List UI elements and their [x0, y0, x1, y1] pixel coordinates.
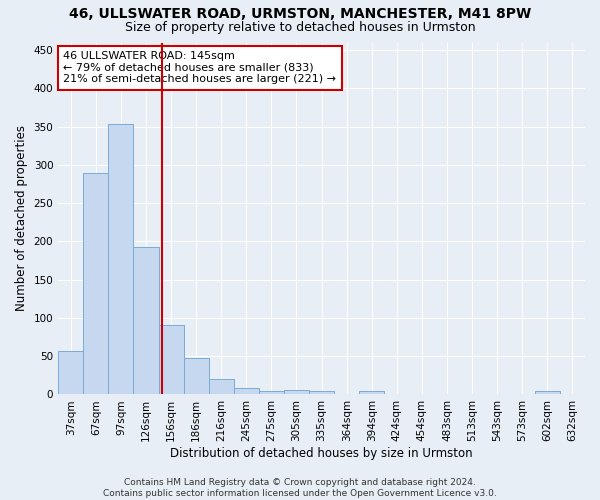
- Y-axis label: Number of detached properties: Number of detached properties: [15, 126, 28, 312]
- Bar: [184, 358, 209, 394]
- Bar: [83, 172, 109, 394]
- Bar: [158, 325, 184, 394]
- Bar: [234, 388, 259, 394]
- Bar: [58, 351, 83, 395]
- Bar: [309, 390, 334, 394]
- Bar: [109, 124, 133, 394]
- Text: 46 ULLSWATER ROAD: 145sqm
← 79% of detached houses are smaller (833)
21% of semi: 46 ULLSWATER ROAD: 145sqm ← 79% of detac…: [64, 52, 337, 84]
- Bar: [284, 390, 309, 394]
- Text: 46, ULLSWATER ROAD, URMSTON, MANCHESTER, M41 8PW: 46, ULLSWATER ROAD, URMSTON, MANCHESTER,…: [69, 8, 531, 22]
- Bar: [209, 379, 234, 394]
- X-axis label: Distribution of detached houses by size in Urmston: Distribution of detached houses by size …: [170, 447, 473, 460]
- Text: Contains HM Land Registry data © Crown copyright and database right 2024.
Contai: Contains HM Land Registry data © Crown c…: [103, 478, 497, 498]
- Text: Size of property relative to detached houses in Urmston: Size of property relative to detached ho…: [125, 22, 475, 35]
- Bar: [259, 390, 284, 394]
- Bar: [133, 247, 158, 394]
- Bar: [359, 390, 385, 394]
- Bar: [535, 390, 560, 394]
